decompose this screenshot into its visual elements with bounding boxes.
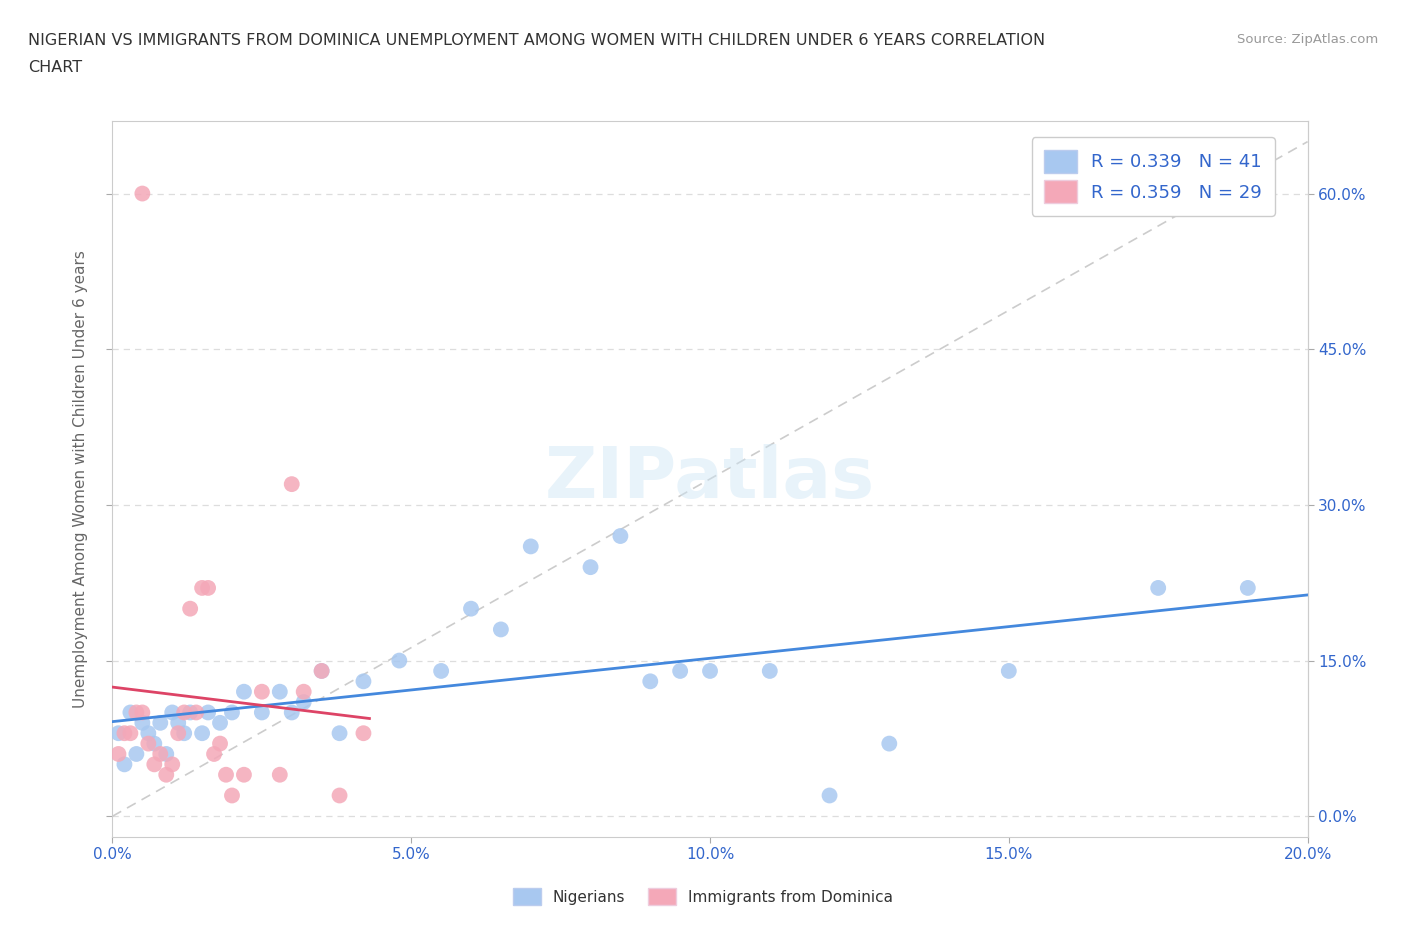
Point <box>609 528 631 543</box>
Point <box>202 747 225 762</box>
Point <box>143 737 166 751</box>
Point <box>143 757 166 772</box>
Point <box>162 705 183 720</box>
Point <box>167 715 190 730</box>
Point <box>281 477 304 492</box>
Point <box>311 663 333 678</box>
Point <box>173 725 195 740</box>
Point <box>353 725 375 740</box>
Point <box>1147 580 1170 595</box>
Point <box>149 715 172 730</box>
Point <box>215 767 238 782</box>
Point <box>179 601 201 616</box>
Point <box>138 737 160 751</box>
Point <box>292 695 315 710</box>
Point <box>120 705 142 720</box>
Point <box>114 725 135 740</box>
Point <box>520 539 543 554</box>
Point <box>114 757 135 772</box>
Point <box>233 767 256 782</box>
Point <box>191 580 214 595</box>
Point <box>699 663 721 678</box>
Point <box>138 725 160 740</box>
Point <box>998 663 1021 678</box>
Point <box>281 705 304 720</box>
Point <box>186 705 208 720</box>
Point <box>155 747 177 762</box>
Point <box>879 737 901 751</box>
Point <box>818 788 841 803</box>
Legend: R = 0.339   N = 41, R = 0.359   N = 29: R = 0.339 N = 41, R = 0.359 N = 29 <box>1032 137 1275 216</box>
Point <box>120 725 142 740</box>
Point <box>162 757 183 772</box>
Point <box>759 663 782 678</box>
Point <box>167 725 190 740</box>
Text: NIGERIAN VS IMMIGRANTS FROM DOMINICA UNEMPLOYMENT AMONG WOMEN WITH CHILDREN UNDE: NIGERIAN VS IMMIGRANTS FROM DOMINICA UNE… <box>28 33 1045 47</box>
Point <box>430 663 453 678</box>
Point <box>250 684 273 699</box>
Legend: Nigerians, Immigrants from Dominica: Nigerians, Immigrants from Dominica <box>505 880 901 913</box>
Point <box>131 705 153 720</box>
Point <box>353 674 375 689</box>
Point <box>269 684 291 699</box>
Point <box>489 622 512 637</box>
Point <box>107 747 129 762</box>
Point <box>179 705 201 720</box>
Point <box>197 705 219 720</box>
Point <box>209 737 232 751</box>
Point <box>329 725 352 740</box>
Y-axis label: Unemployment Among Women with Children Under 6 years: Unemployment Among Women with Children U… <box>73 250 89 708</box>
Point <box>1237 580 1260 595</box>
Point <box>125 705 148 720</box>
Point <box>292 684 315 699</box>
Point <box>149 747 172 762</box>
Point <box>460 601 482 616</box>
Text: CHART: CHART <box>28 60 82 75</box>
Point <box>579 560 602 575</box>
Point <box>329 788 352 803</box>
Point <box>209 715 232 730</box>
Text: ZIPatlas: ZIPatlas <box>546 445 875 513</box>
Point <box>311 663 333 678</box>
Text: Source: ZipAtlas.com: Source: ZipAtlas.com <box>1237 33 1378 46</box>
Point <box>669 663 692 678</box>
Point <box>250 705 273 720</box>
Point <box>125 747 148 762</box>
Point <box>107 725 129 740</box>
Point <box>191 725 214 740</box>
Point <box>173 705 195 720</box>
Point <box>221 788 243 803</box>
Point <box>155 767 177 782</box>
Point <box>640 674 662 689</box>
Point <box>388 653 411 668</box>
Point <box>197 580 219 595</box>
Point <box>221 705 243 720</box>
Point <box>269 767 291 782</box>
Point <box>131 715 153 730</box>
Point <box>131 186 153 201</box>
Point <box>233 684 256 699</box>
